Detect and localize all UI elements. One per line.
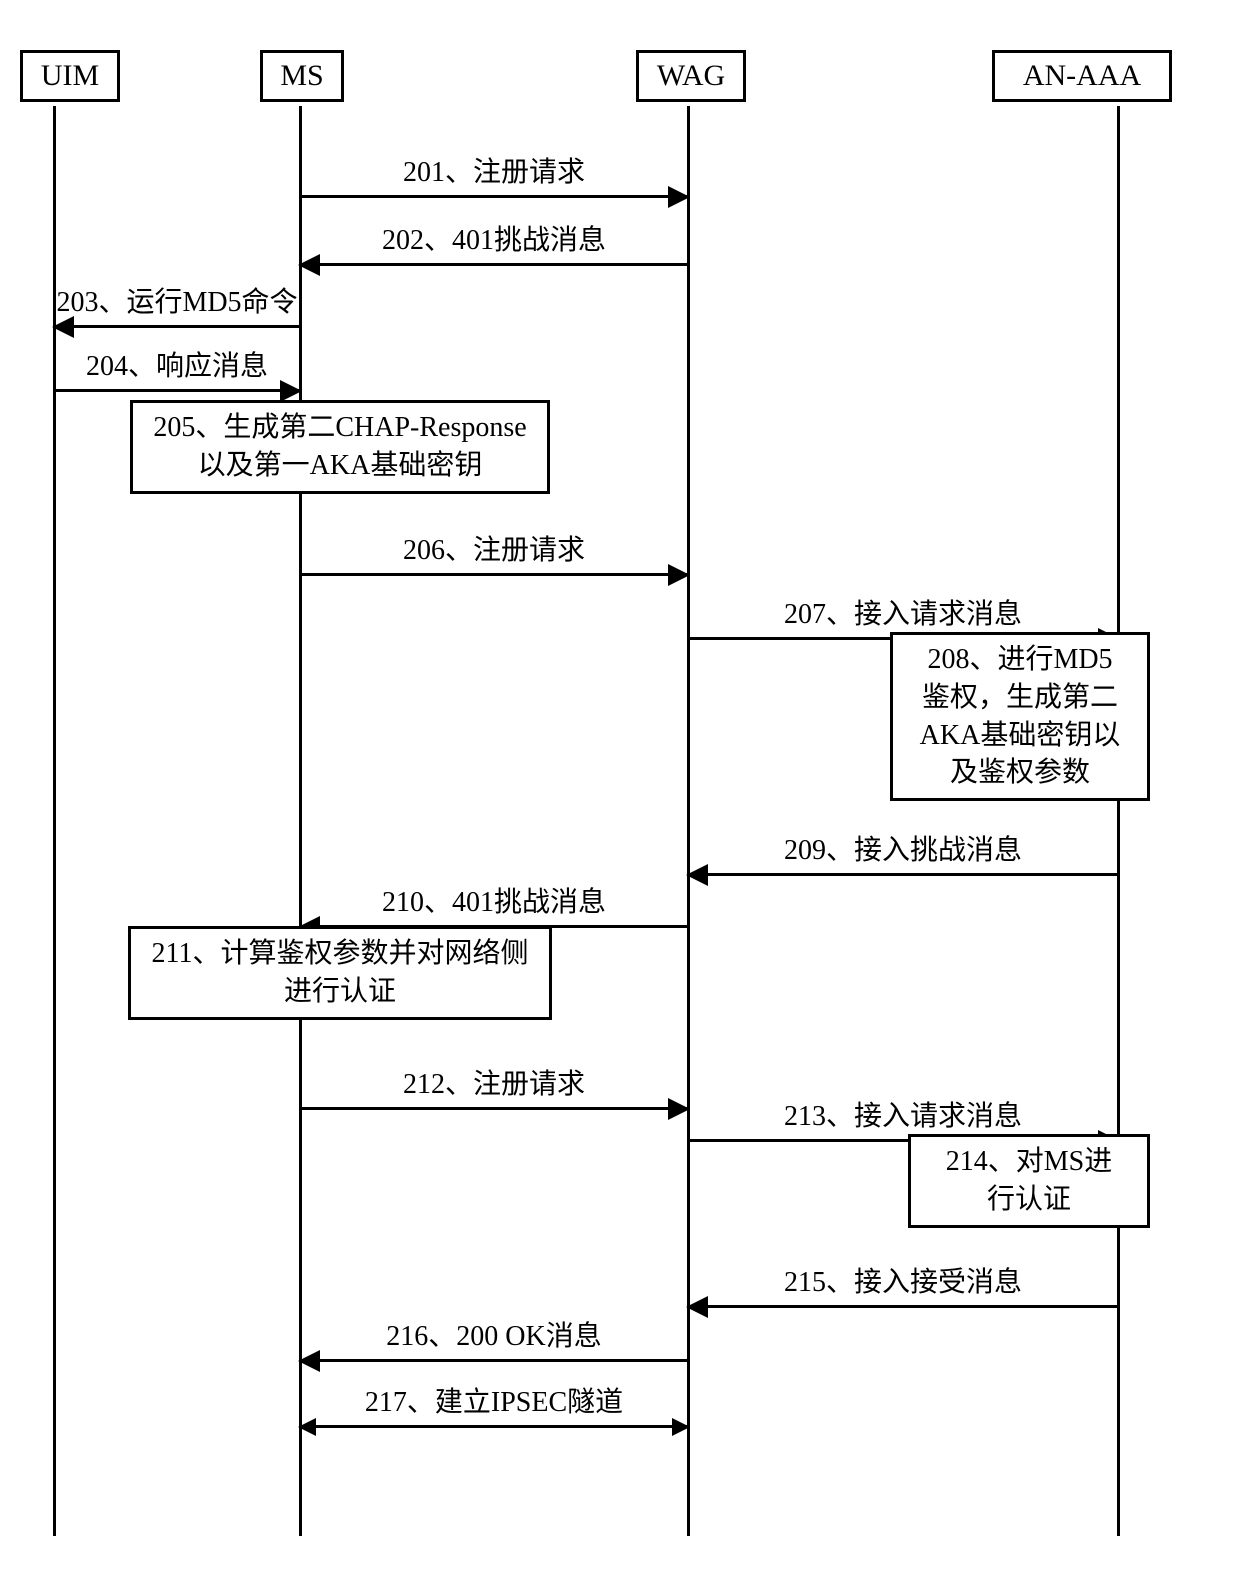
participant-p1: MS — [260, 50, 344, 102]
message-label-m203: 203、运行MD5命令 — [54, 280, 300, 320]
message-m201: 201、注册请求 — [300, 158, 688, 198]
note-n211: 211、计算鉴权参数并对网络侧进行认证 — [128, 926, 552, 1020]
arrow-left-icon — [52, 316, 74, 338]
message-label-m210: 210、401挑战消息 — [300, 880, 688, 920]
arrow-left-icon — [298, 254, 320, 276]
arrow-left-icon — [298, 1350, 320, 1372]
message-m210: 210、401挑战消息 — [300, 888, 688, 928]
message-m217: 217、建立IPSEC隧道 — [300, 1388, 688, 1428]
participant-p3: AN-AAA — [992, 50, 1172, 102]
message-m209: 209、接入挑战消息 — [688, 836, 1118, 876]
lifeline-p3 — [1117, 106, 1120, 1536]
message-label-m212: 212、注册请求 — [300, 1062, 688, 1102]
arrow-left-icon — [298, 1418, 316, 1436]
message-m203: 203、运行MD5命令 — [54, 288, 300, 328]
message-label-m204: 204、响应消息 — [54, 344, 300, 384]
message-label-m213: 213、接入请求消息 — [688, 1094, 1118, 1134]
note-n208: 208、进行MD5鉴权，生成第二AKA基础密钥以及鉴权参数 — [890, 632, 1150, 801]
message-label-m217: 217、建立IPSEC隧道 — [300, 1380, 688, 1420]
arrow-right-icon — [672, 1418, 690, 1436]
note-n214: 214、对MS进行认证 — [908, 1134, 1150, 1228]
message-label-m209: 209、接入挑战消息 — [688, 828, 1118, 868]
participant-p0: UIM — [20, 50, 120, 102]
arrow-right-icon — [280, 380, 302, 402]
message-m202: 202、401挑战消息 — [300, 226, 688, 266]
message-m206: 206、注册请求 — [300, 536, 688, 576]
arrow-left-icon — [686, 1296, 708, 1318]
message-label-m206: 206、注册请求 — [300, 528, 688, 568]
message-label-m201: 201、注册请求 — [300, 150, 688, 190]
arrow-right-icon — [668, 1098, 690, 1120]
arrow-left-icon — [686, 864, 708, 886]
message-m204: 204、响应消息 — [54, 352, 300, 392]
message-label-m207: 207、接入请求消息 — [688, 592, 1118, 632]
message-label-m216: 216、200 OK消息 — [300, 1314, 688, 1354]
message-label-m202: 202、401挑战消息 — [300, 218, 688, 258]
arrow-right-icon — [668, 186, 690, 208]
message-m215: 215、接入接受消息 — [688, 1268, 1118, 1308]
arrow-right-icon — [668, 564, 690, 586]
note-n205: 205、生成第二CHAP-Response以及第一AKA基础密钥 — [130, 400, 550, 494]
message-label-m215: 215、接入接受消息 — [688, 1260, 1118, 1300]
participant-p2: WAG — [636, 50, 746, 102]
message-m216: 216、200 OK消息 — [300, 1322, 688, 1362]
message-m212: 212、注册请求 — [300, 1070, 688, 1110]
